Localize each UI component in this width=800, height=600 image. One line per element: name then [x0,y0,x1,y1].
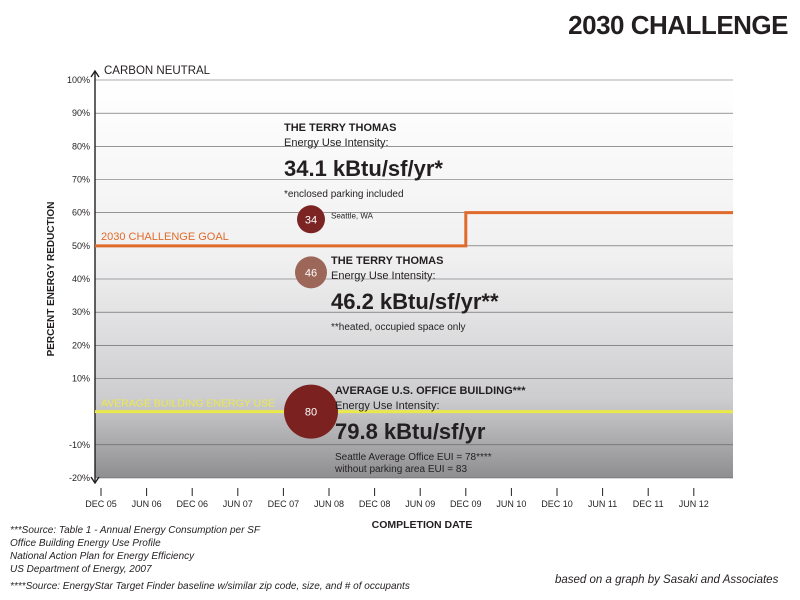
x-tick-label: JUN 11 [588,499,617,509]
y-tick-label: 10% [72,374,90,384]
page-title: 2030 CHALLENGE [568,10,788,40]
callout-note: without parking area EUI = 83 [334,464,467,475]
series: 2030 CHALLENGE GOAL AVERAGE BUILDING ENER… [95,211,733,414]
x-tick-label: DEC 10 [541,499,573,509]
x-tick-label: JUN 09 [405,499,435,509]
x-tick-label: DEC 09 [450,499,482,509]
y-tick-label: 30% [72,307,90,317]
axes: 100% 90% 80% 70% 60% 50% 40% 30% 20% 10% -10% -20% C… [46,65,709,531]
callout-eui-value: 46.2 kBtu/sf/yr** [331,289,499,314]
x-tick-label: DEC 05 [85,499,117,509]
callout-note: *enclosed parking included [284,189,404,200]
y-tick-label: 60% [72,208,90,218]
marker-value: 80 [305,407,317,419]
source-line: ***Source: Table 1 - Annual Energy Consu… [10,525,260,536]
callouts: THE TERRY THOMAS Energy Use Intensity: 34.… [284,122,526,475]
callout-heading: AVERAGE U.S. OFFICE BUILDING*** [335,385,526,397]
callout-note: **heated, occupied space only [331,322,466,333]
x-axis-title: COMPLETION DATE [372,519,473,531]
y-tick-label: -20% [69,473,90,483]
callout-eui-value: 79.8 kBtu/sf/yr [335,419,486,444]
source-line: US Department of Energy, 2007 [10,564,152,575]
marker-circle [284,384,338,439]
source-line: National Action Plan for Energy Efficien… [10,551,195,562]
carbon-neutral-label: CARBON NEUTRAL [104,65,211,77]
x-tick-label: DEC 06 [176,499,208,509]
marker-circle [295,256,327,289]
callout-heading: THE TERRY THOMAS [331,255,443,267]
x-tick-label: DEC 07 [268,499,300,509]
goal-line-label: 2030 CHALLENGE GOAL [101,231,229,243]
x-tick-label: JUN 06 [132,499,162,509]
y-tick-label: 100% [67,75,90,85]
marker-location: Seattle, WA [331,211,374,220]
callout-subheading: Energy Use Intensity: [335,400,440,412]
marker-value: 46 [305,267,317,279]
source-footnote: ***Source: Table 1 - Annual Energy Consu… [10,524,260,576]
x-tick-label: JUN 08 [314,499,344,509]
x-tick-label: DEC 11 [633,499,664,509]
marker-value: 34 [305,214,317,226]
x-tick-label: JUN 10 [496,499,526,509]
y-axis-arrow-bottom [90,476,100,485]
y-tick-label: -10% [69,440,90,450]
x-tick-label: JUN 07 [223,499,253,509]
y-tick-label: 40% [72,274,90,284]
y-axis-arrow-top [90,69,100,78]
energystar-footnote: ****Source: EnergyStar Target Finder bas… [10,581,410,592]
average-line-label: AVERAGE BUILDING ENERGY USE [101,398,275,410]
callout-subheading: Energy Use Intensity: [284,137,389,149]
y-tick-label: 70% [72,175,90,185]
markers: 34 Seattle, WA 46 80 [284,205,374,439]
callout-note: Seattle Average Office EUI = 78**** [335,452,492,463]
y-tick-label: 90% [72,108,90,118]
x-tick-label: DEC 08 [359,499,391,509]
y-axis-title: PERCENT ENERGY REDUCTION [46,202,57,357]
source-line: Office Building Energy Use Profile [10,538,161,549]
credit-text: based on a graph by Sasaki and Associate… [555,574,779,586]
marker-circle [297,205,325,234]
goal-line [95,211,733,248]
y-tick-label: 20% [72,340,90,350]
y-tick-label: 50% [72,241,90,251]
callout-heading: THE TERRY THOMAS [284,122,396,134]
callout-eui-value: 34.1 kBtu/sf/yr* [284,156,443,181]
x-tick-label: JUN 12 [679,499,709,509]
callout-subheading: Energy Use Intensity: [331,270,436,282]
y-tick-label: 80% [72,141,90,151]
